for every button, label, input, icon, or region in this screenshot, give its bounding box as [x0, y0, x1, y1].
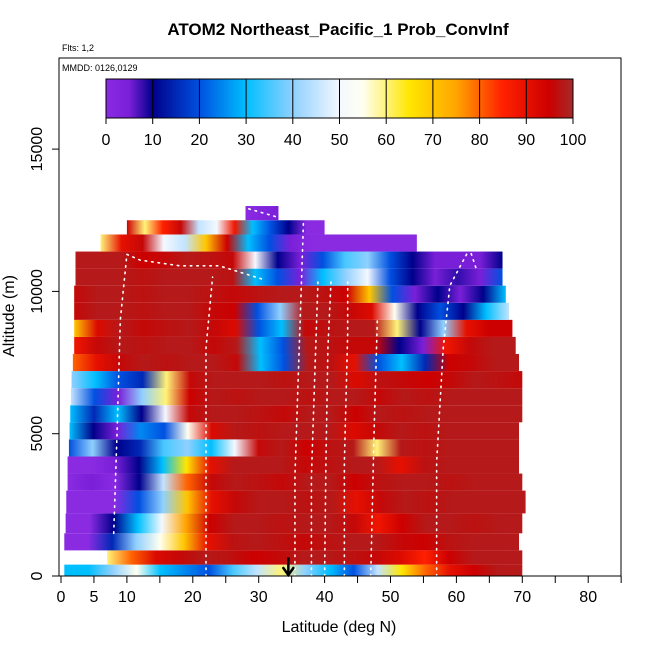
colorbar-tick-label: 30 — [237, 132, 255, 149]
flight-track — [435, 246, 477, 577]
x-axis-label: Latitude (deg N) — [282, 619, 397, 636]
x-tick-label: 60 — [448, 589, 466, 606]
colorbar-tick-label: 80 — [471, 132, 489, 149]
heatmap-band — [72, 354, 520, 372]
plot-frame — [58, 57, 622, 577]
heatmap-band — [126, 220, 325, 235]
x-tick-label: 20 — [184, 589, 202, 606]
colorbar-tick-label: 50 — [331, 132, 349, 149]
heatmap-band — [75, 251, 503, 269]
heatmap-layer — [64, 206, 526, 576]
x-tick-label: 0 — [57, 589, 66, 606]
flight-track — [126, 253, 267, 281]
heatmap-band — [74, 319, 513, 337]
colorbar-tick-label: 100 — [560, 132, 587, 149]
heatmap-band — [68, 439, 520, 457]
colorbar-tick-label: 60 — [377, 132, 395, 149]
colorbar-tick-label: 10 — [144, 132, 162, 149]
x-tick-label: 30 — [250, 589, 268, 606]
flight-track — [248, 208, 280, 219]
colorbar: 0 10 20 30 40 50 60 70 80 90 100 — [102, 78, 587, 149]
heatmap-band — [64, 564, 523, 576]
heatmap-band — [66, 490, 526, 514]
flight-track — [294, 219, 305, 577]
y-axis-label: Altitude (m) — [1, 275, 18, 357]
y-tick-label: 15000 — [29, 127, 46, 172]
x-tick-label: 10 — [118, 589, 136, 606]
heatmap-band — [67, 456, 520, 474]
heatmap-band — [107, 550, 523, 565]
chart-title: ATOM2 Northeast_Pacific_1 Prob_ConvInf — [167, 20, 509, 39]
x-tick-label: 70 — [513, 589, 531, 606]
y-tick-label: 5000 — [29, 416, 46, 452]
colorbar-tick-label: 0 — [102, 132, 111, 149]
flight-track — [323, 276, 332, 577]
y-tick-label: 0 — [29, 571, 46, 580]
heatmap-band — [74, 336, 516, 355]
heatmap-band — [74, 285, 506, 303]
flight-track — [369, 319, 379, 577]
flight-tracks-layer — [112, 208, 477, 577]
heatmap-band — [74, 302, 510, 320]
heatmap-band — [67, 473, 523, 491]
latitude-marker-arrow — [282, 557, 295, 578]
chart-subtitle-dates: MMDD: 0126,0129 — [62, 63, 138, 73]
x-axis: 0 5 10 20 30 40 50 60 70 80 — [57, 576, 622, 606]
x-tick-label: 80 — [579, 589, 597, 606]
heatmap-band — [65, 513, 523, 534]
heatmap-band — [100, 234, 417, 252]
heatmap-band — [71, 371, 523, 389]
x-tick-label: 5 — [89, 589, 98, 606]
flight-track — [310, 279, 319, 577]
x-tick-label: 50 — [382, 589, 400, 606]
flight-track — [112, 253, 128, 535]
heatmap-band — [64, 533, 520, 551]
colorbar-tick-label: 90 — [517, 132, 535, 149]
flight-track — [205, 276, 214, 577]
heatmap-band — [70, 388, 523, 406]
colorbar-tick-label: 40 — [284, 132, 302, 149]
y-tick-label: 10000 — [29, 269, 46, 314]
colorbar-tick-label: 20 — [191, 132, 209, 149]
heatmap-band — [69, 422, 520, 440]
heatmap-band — [75, 268, 503, 286]
y-axis: 0 5000 10000 15000 — [29, 127, 59, 580]
x-tick-label: 40 — [316, 589, 334, 606]
arrow-head — [282, 566, 295, 578]
colorbar-tick-label: 70 — [424, 132, 442, 149]
chart-subtitle-flights: Flts: 1,2 — [62, 43, 94, 53]
